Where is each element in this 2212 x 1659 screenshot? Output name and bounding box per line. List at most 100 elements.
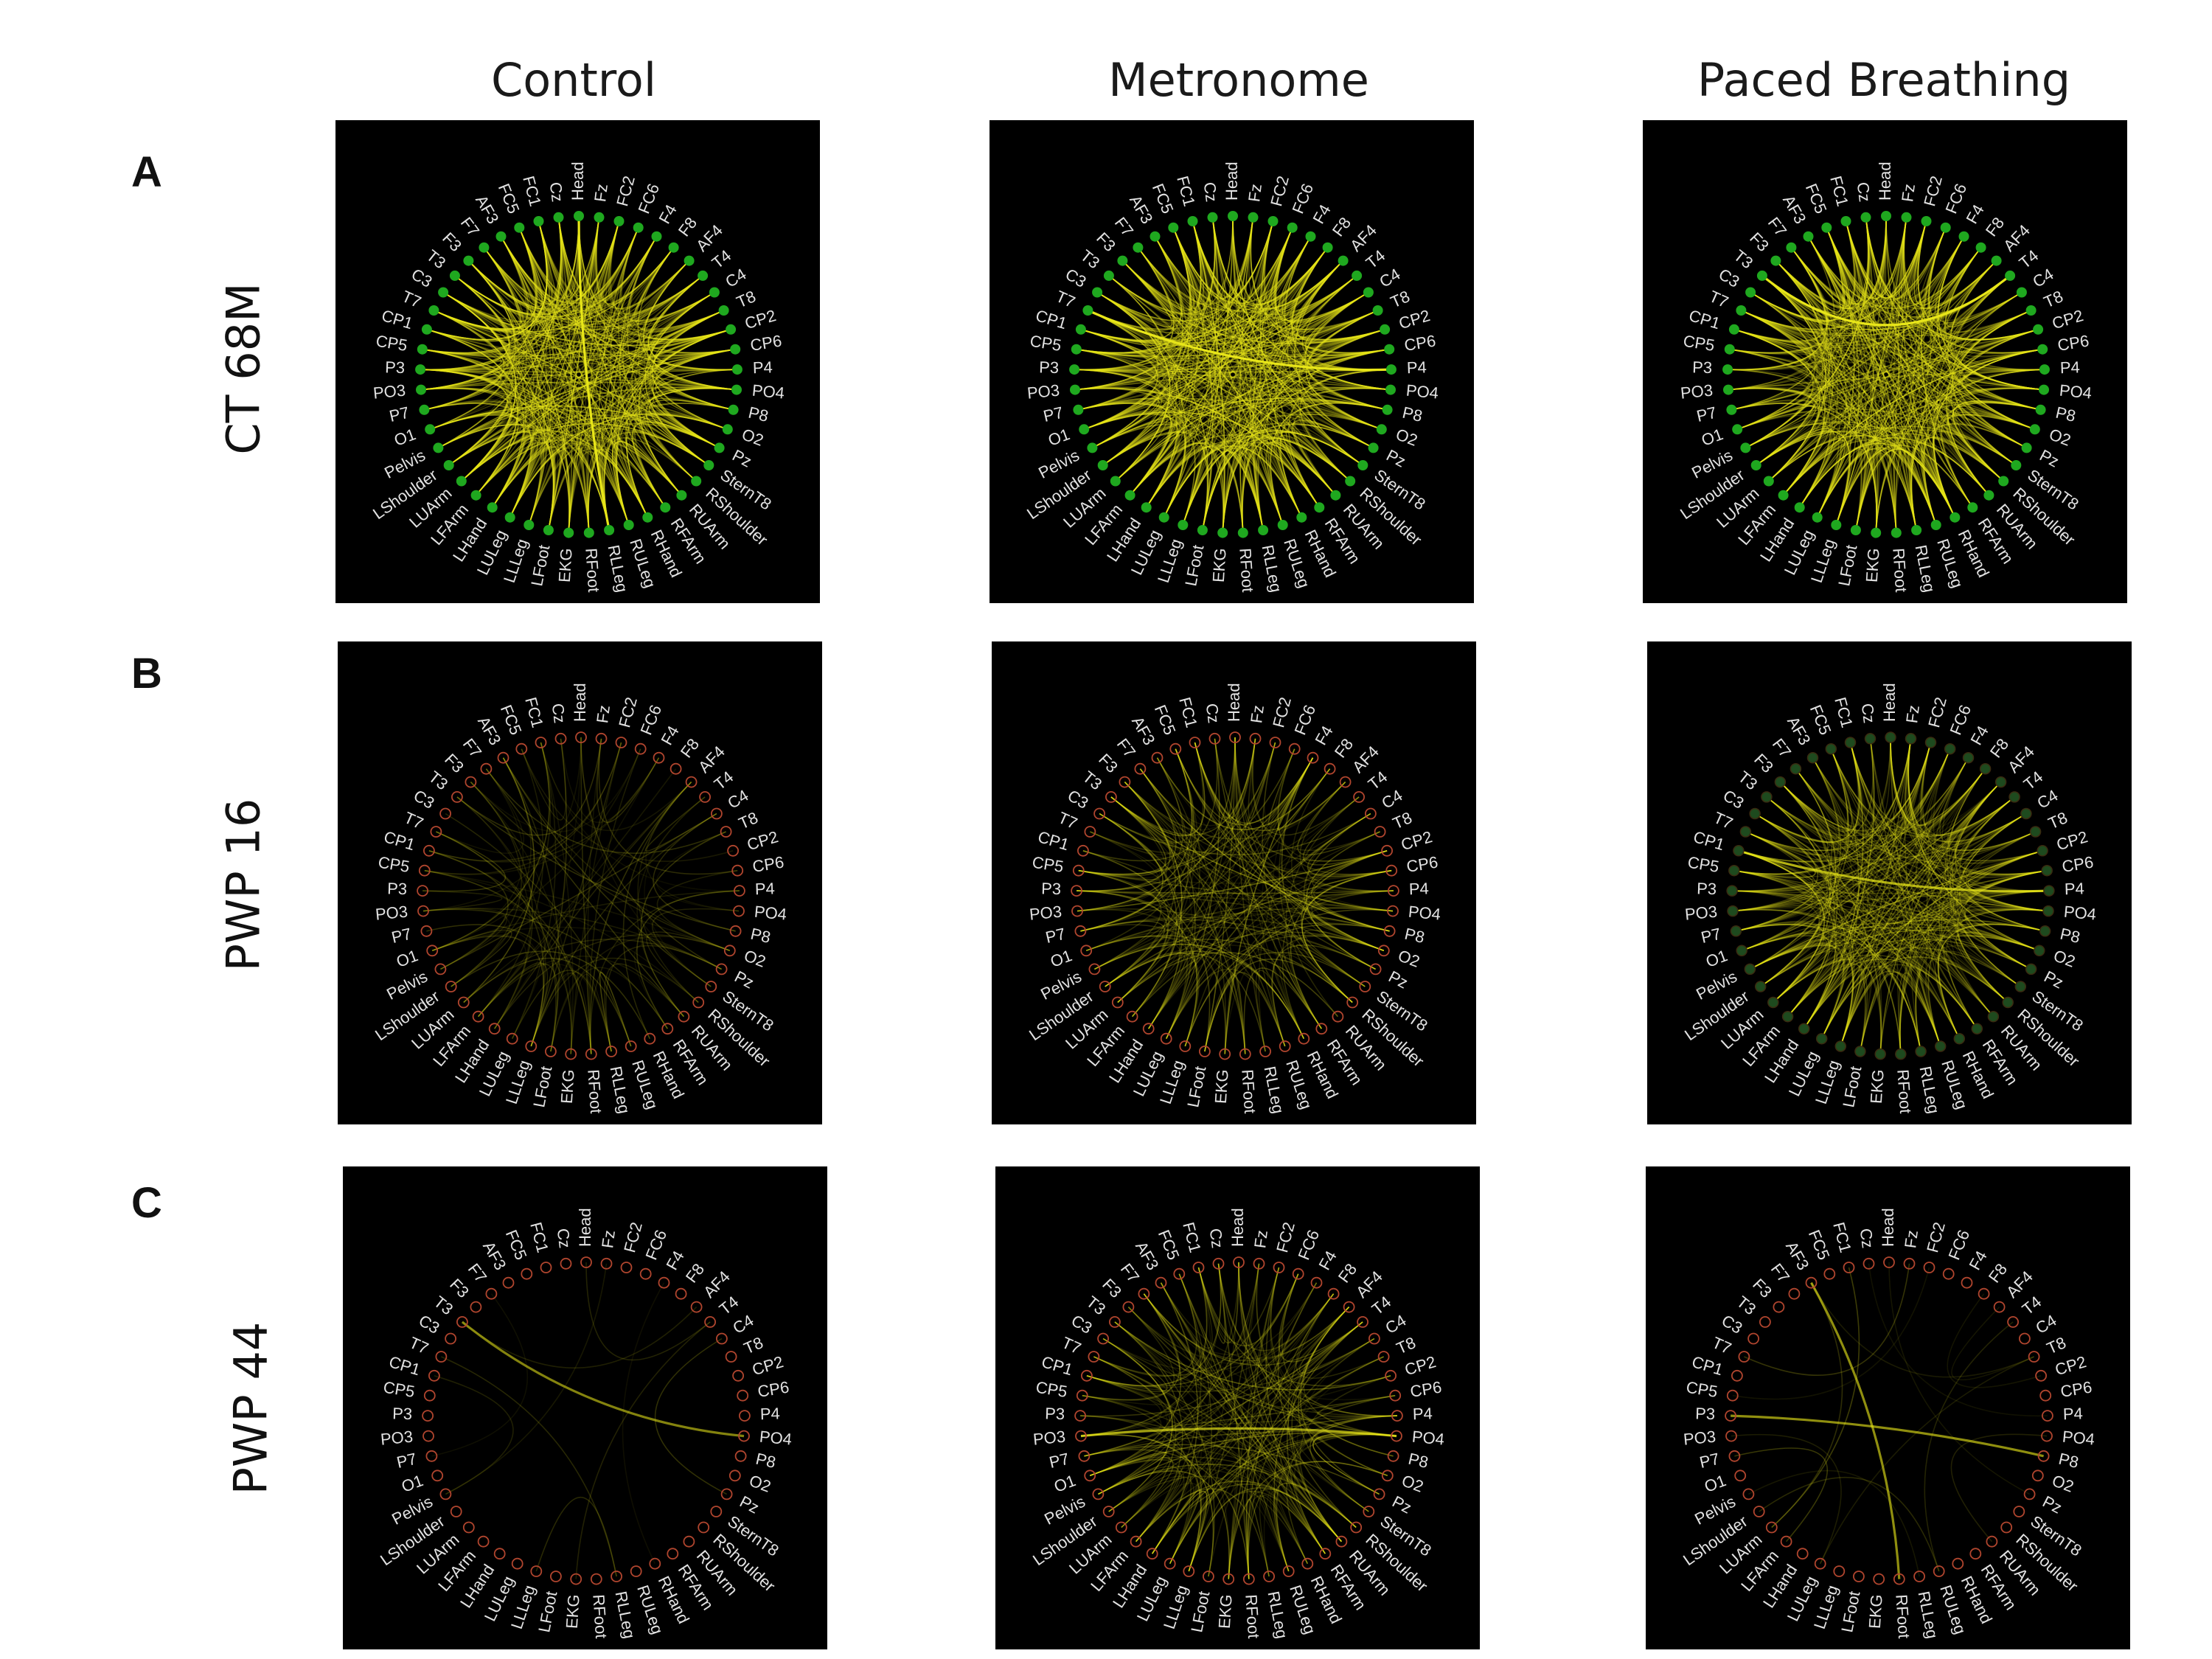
connection-edge bbox=[434, 310, 554, 531]
connection-edge bbox=[1741, 291, 2023, 339]
channel-node bbox=[1198, 1046, 1211, 1057]
connection-edge bbox=[1760, 768, 1837, 987]
channel-node bbox=[1871, 527, 1882, 538]
connection-edge bbox=[1080, 247, 1329, 342]
connection-edge bbox=[1152, 1267, 1212, 1554]
connection-edge bbox=[1098, 1282, 1318, 1495]
connection-edge bbox=[467, 236, 534, 313]
channel-node bbox=[1381, 844, 1393, 857]
connection-edge bbox=[1102, 329, 1385, 466]
connection-edge bbox=[420, 217, 562, 391]
connection-edge bbox=[578, 215, 683, 496]
connection-edge bbox=[1139, 768, 1196, 1040]
connection-edge bbox=[1760, 757, 1969, 987]
channel-node bbox=[1071, 905, 1083, 917]
connection-edge bbox=[431, 742, 550, 952]
connection-edge bbox=[509, 414, 728, 518]
connection-edge bbox=[1096, 291, 1181, 508]
connection-edge bbox=[1076, 348, 1390, 363]
connection-edge bbox=[631, 260, 690, 496]
connection-edge bbox=[638, 310, 724, 496]
connection-edge bbox=[1946, 768, 2031, 970]
connection-edge bbox=[1855, 236, 1965, 531]
connection-edge bbox=[422, 348, 610, 531]
connection-edge bbox=[1077, 850, 1388, 912]
channel-node bbox=[1169, 742, 1182, 755]
channel-node bbox=[1338, 255, 1349, 266]
connection-edge bbox=[1865, 217, 2004, 482]
connection-edge bbox=[1915, 831, 2036, 1052]
connection-edge bbox=[1738, 850, 1854, 1047]
connection-edge bbox=[502, 757, 560, 1052]
connection-edge bbox=[1264, 220, 1390, 354]
connection-edge bbox=[1804, 742, 1932, 1029]
connection-edge bbox=[1089, 1451, 1167, 1495]
connection-edge bbox=[1775, 217, 1907, 310]
connection-edge bbox=[1766, 796, 1882, 1054]
channel-node bbox=[711, 807, 723, 820]
connection-edge bbox=[1096, 291, 1374, 449]
connection-edge bbox=[1110, 796, 1322, 1029]
channel-label: LFoot bbox=[1834, 543, 1860, 588]
connection-edge bbox=[463, 939, 722, 1004]
connection-edge bbox=[426, 329, 709, 466]
connection-edge bbox=[603, 329, 731, 531]
channel-label: PO4 bbox=[1408, 902, 1441, 924]
connection-edge bbox=[1257, 310, 1378, 531]
connection-edge bbox=[1279, 413, 1382, 518]
connection-edge bbox=[1937, 236, 2045, 391]
connection-edge bbox=[436, 768, 525, 854]
channel-label: Cz bbox=[1200, 181, 1221, 203]
channel-node bbox=[1815, 1032, 1828, 1045]
channel-node bbox=[1770, 255, 1781, 266]
connection-edge bbox=[1775, 217, 1870, 310]
channel-node bbox=[1363, 287, 1374, 298]
connection-edge bbox=[1146, 217, 1254, 508]
connection-edge bbox=[1732, 831, 2036, 892]
connection-edge bbox=[1305, 310, 1382, 431]
connection-edge bbox=[1826, 215, 1887, 299]
connection-edge bbox=[1080, 1415, 1290, 1572]
channel-node bbox=[580, 1256, 592, 1268]
connection-edge bbox=[1812, 757, 2040, 952]
connection-edge bbox=[1076, 220, 1202, 354]
connectivity-edges bbox=[1732, 737, 2049, 1054]
connection-edge bbox=[1799, 433, 2004, 508]
connection-edge bbox=[578, 215, 731, 341]
connection-edge bbox=[1222, 291, 1369, 533]
connection-edge bbox=[1736, 405, 1815, 449]
connection-edge bbox=[645, 387, 737, 482]
channel-node bbox=[1315, 1023, 1328, 1035]
connection-edge bbox=[442, 291, 521, 496]
connection-edge bbox=[448, 310, 724, 466]
connection-edge bbox=[638, 310, 724, 496]
channel-node bbox=[1725, 1410, 1736, 1422]
channel-label: CP2 bbox=[1397, 306, 1432, 333]
connection-edge bbox=[1108, 275, 1385, 344]
channel-node bbox=[1164, 1557, 1176, 1570]
connection-edge bbox=[1096, 220, 1274, 322]
connection-edge bbox=[1080, 247, 1329, 342]
connection-edge bbox=[475, 310, 724, 496]
connection-edge bbox=[485, 768, 726, 854]
connection-edge bbox=[1074, 275, 1357, 391]
connection-edge bbox=[1271, 945, 1376, 1047]
connection-edge bbox=[1773, 742, 1932, 1004]
channel-label: RFoot bbox=[1889, 548, 1910, 593]
channel-node bbox=[1084, 1470, 1096, 1482]
channel-node bbox=[456, 1315, 468, 1328]
connection-edge bbox=[1936, 236, 2036, 431]
channel-node bbox=[1727, 905, 1739, 917]
connection-edge bbox=[616, 329, 731, 526]
connection-edge bbox=[602, 260, 690, 531]
connection-edge bbox=[1875, 388, 2045, 533]
connection-edge bbox=[1732, 908, 1961, 1040]
connection-edge bbox=[1902, 217, 1997, 310]
connection-edge bbox=[550, 936, 731, 1052]
connection-edge bbox=[1731, 220, 1927, 411]
channel-node bbox=[1301, 1557, 1314, 1570]
connection-edge bbox=[1083, 217, 1216, 431]
channel-node bbox=[1217, 527, 1228, 538]
connection-edge bbox=[1211, 217, 1329, 305]
connection-edge bbox=[1728, 387, 1956, 518]
